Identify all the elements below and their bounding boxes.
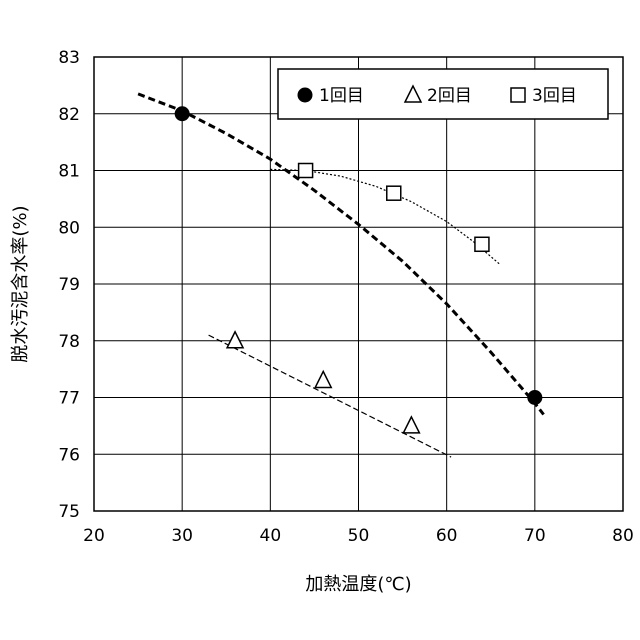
- data-point: [299, 164, 313, 178]
- tick-labels: 20 30 40 50 60 70 80 75 76 77 78 79 80 81 82 83: [58, 48, 633, 546]
- data-point: [315, 371, 331, 387]
- legend-marker: [511, 88, 525, 102]
- data-point: [475, 237, 489, 251]
- y-tick-label: 77: [58, 389, 80, 409]
- y-tick-label: 76: [58, 445, 80, 465]
- y-tick-label: 75: [58, 502, 80, 522]
- legend-label: 2回目: [427, 86, 472, 106]
- legend-label: 1回目: [319, 86, 364, 106]
- data-point: [403, 417, 419, 433]
- y-axis-title: 脱水汚泥含水率(%): [10, 205, 31, 362]
- y-tick-label: 78: [58, 332, 80, 352]
- y-tick-label: 79: [58, 275, 80, 295]
- trend-lines: [138, 94, 543, 457]
- legend-label: 3回目: [532, 86, 577, 106]
- x-tick-label: 70: [524, 526, 546, 546]
- x-tick-label: 50: [348, 526, 370, 546]
- y-tick-label: 83: [58, 48, 80, 68]
- trend-line: [138, 94, 543, 415]
- data-point: [387, 186, 401, 200]
- x-tick-label: 80: [612, 526, 634, 546]
- data-point: [175, 106, 190, 121]
- trend-line: [209, 335, 452, 457]
- legend: 1回目 2回目 3回目: [278, 69, 608, 119]
- x-tick-label: 40: [260, 526, 282, 546]
- x-tick-label: 30: [171, 526, 193, 546]
- y-tick-label: 82: [58, 105, 80, 125]
- x-tick-label: 20: [83, 526, 105, 546]
- data-point: [227, 332, 243, 348]
- y-tick-label: 81: [58, 162, 80, 182]
- grid-lines: [94, 57, 623, 511]
- data-point: [527, 390, 542, 405]
- legend-marker: [298, 88, 313, 103]
- x-axis-title: 加熱温度(℃): [305, 574, 411, 595]
- y-tick-label: 80: [58, 218, 80, 238]
- x-tick-label: 60: [436, 526, 458, 546]
